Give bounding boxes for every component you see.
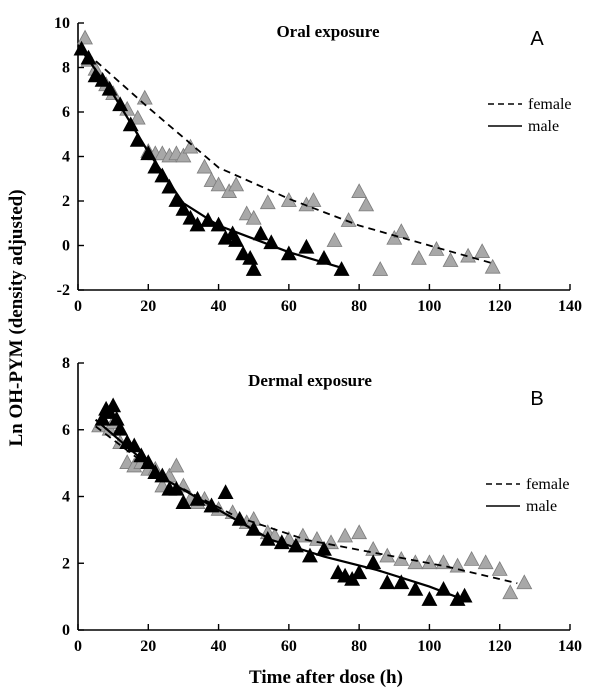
panel-b-x-tick-label: 20 [140, 638, 156, 655]
panel-a-x-tick-label: 60 [281, 298, 297, 315]
panel-b-male-point [316, 540, 332, 556]
panel-a-y-tick-label: 6 [62, 104, 70, 121]
panel-b-female-point [516, 574, 533, 590]
panel-b-female-point [351, 524, 368, 540]
panel-a-female-point [393, 223, 410, 239]
panel-a-female-point [210, 176, 227, 192]
panel-a-x-tick-label: 0 [74, 298, 82, 315]
panel-a-y-tick-label: -2 [57, 282, 70, 299]
panel-a-female-point [442, 252, 459, 267]
panel-a-female-point [474, 243, 491, 259]
panel-b-male-point [407, 581, 424, 596]
panel-a-y-tick-label: 0 [62, 238, 70, 255]
panel-b-male-point [351, 564, 368, 580]
panel-b-female-point [463, 551, 480, 566]
panel-b-male-point [175, 494, 192, 510]
panel-a-legend-female: female [528, 96, 572, 113]
panel-b-male-point [112, 420, 129, 436]
panel-a-female-point [484, 258, 501, 274]
panel-b-female-point [502, 584, 519, 600]
panel-a-female-point [175, 147, 192, 163]
panel-a-female-point [196, 158, 213, 174]
panel-a-female-point [259, 194, 276, 210]
panel-a-y-tick-label: 4 [62, 149, 70, 166]
panel-b-female-point [168, 457, 185, 473]
panel-b-y-tick-label: 6 [62, 422, 70, 439]
panel-a-female-point [129, 109, 146, 125]
panel-b-x-tick-label: 40 [211, 638, 227, 655]
panel-a-x-tick-label: 40 [211, 298, 227, 315]
panel-a-male-fit-line [77, 44, 342, 269]
x-axis-title: Time after dose (h) [249, 667, 403, 688]
panel-b-male-point [393, 574, 410, 590]
panel-a-male-point [182, 209, 199, 225]
panel-b-female-point [294, 527, 311, 543]
panel-a-x-tick-label: 20 [140, 298, 156, 315]
panel-b-female-point [337, 527, 354, 543]
panel-a-female-point [280, 192, 297, 207]
panel-b-title: Dermal exposure [248, 371, 372, 390]
panel-a-y-tick-label: 10 [54, 15, 70, 32]
panel-a-female-point [351, 183, 368, 198]
panel-a-male-point [175, 200, 192, 216]
panel-b-legend-female: female [526, 476, 570, 493]
panel-a-x-tick-label: 120 [488, 298, 512, 315]
panel-a-female-point [358, 196, 375, 212]
panel-b-male-point [421, 591, 438, 606]
panel-a-label: A [530, 28, 544, 50]
y-axis-title: Ln OH-PYM (density adjusted) [6, 189, 27, 446]
panel-b-x-tick-label: 120 [488, 638, 512, 655]
panel-b-female-point [477, 554, 494, 570]
panel-b-x-tick-label: 0 [74, 638, 82, 655]
panel-b-x-tick-label: 60 [281, 638, 297, 655]
panel-a-female-fit-line [77, 44, 493, 265]
panel-a-x-tick-label: 140 [558, 298, 582, 315]
panel-a-female-point [340, 212, 357, 227]
panel-a-male-point [245, 261, 262, 276]
panel-a-legend-male: male [528, 118, 559, 135]
panel-a-male-point [298, 238, 315, 254]
panel-a-male-point [333, 261, 350, 276]
panel-b-male-point [379, 574, 396, 590]
panel-b-x-tick-label: 80 [351, 638, 367, 655]
panel-b-x-tick-label: 100 [417, 638, 441, 655]
panel-a-female-point [245, 209, 262, 225]
panel-a-male-point [252, 225, 269, 241]
panel-a-male-point [263, 234, 280, 250]
panel-a-male-point [228, 232, 245, 247]
panel-b-female-point [491, 561, 508, 576]
panel-b-x-tick-label: 140 [558, 638, 582, 655]
panel-a-female-point [77, 29, 93, 45]
panel-b-male-fit-line [94, 418, 465, 602]
panel-b-female-point [449, 557, 466, 573]
panel-a-female-point [182, 138, 199, 154]
panel-b-male-point [301, 547, 318, 563]
panel-b-y-tick-label: 8 [62, 355, 70, 372]
panel-a-female-point [372, 261, 389, 276]
panel-b-male-point [435, 581, 452, 596]
panel-b-male-point [105, 397, 122, 413]
panel-b-female-point [407, 554, 424, 570]
panel-a-y-tick-label: 8 [62, 60, 70, 77]
panel-b-y-tick-label: 2 [62, 555, 70, 572]
panel-a-female-point [410, 249, 427, 265]
panel-b-label: B [530, 388, 543, 410]
panel-a-female-point [136, 89, 153, 105]
panel-b-male-point [217, 484, 234, 500]
panel-b-legend-male: male [526, 498, 557, 515]
panel-a-title: Oral exposure [276, 22, 380, 41]
panel-b-y-tick-label: 4 [62, 489, 70, 506]
panel-a-female-point [305, 192, 322, 207]
panel-a-x-tick-label: 80 [351, 298, 367, 315]
panel-a-male-point [242, 249, 259, 265]
panel-a-y-tick-label: 2 [62, 193, 70, 210]
panel-a-female-point [326, 232, 343, 247]
panel-a-female-point [228, 176, 245, 192]
panel-b-y-tick-label: 0 [62, 622, 70, 639]
panel-a-x-tick-label: 100 [417, 298, 441, 315]
panel-a-male-point [189, 216, 206, 232]
